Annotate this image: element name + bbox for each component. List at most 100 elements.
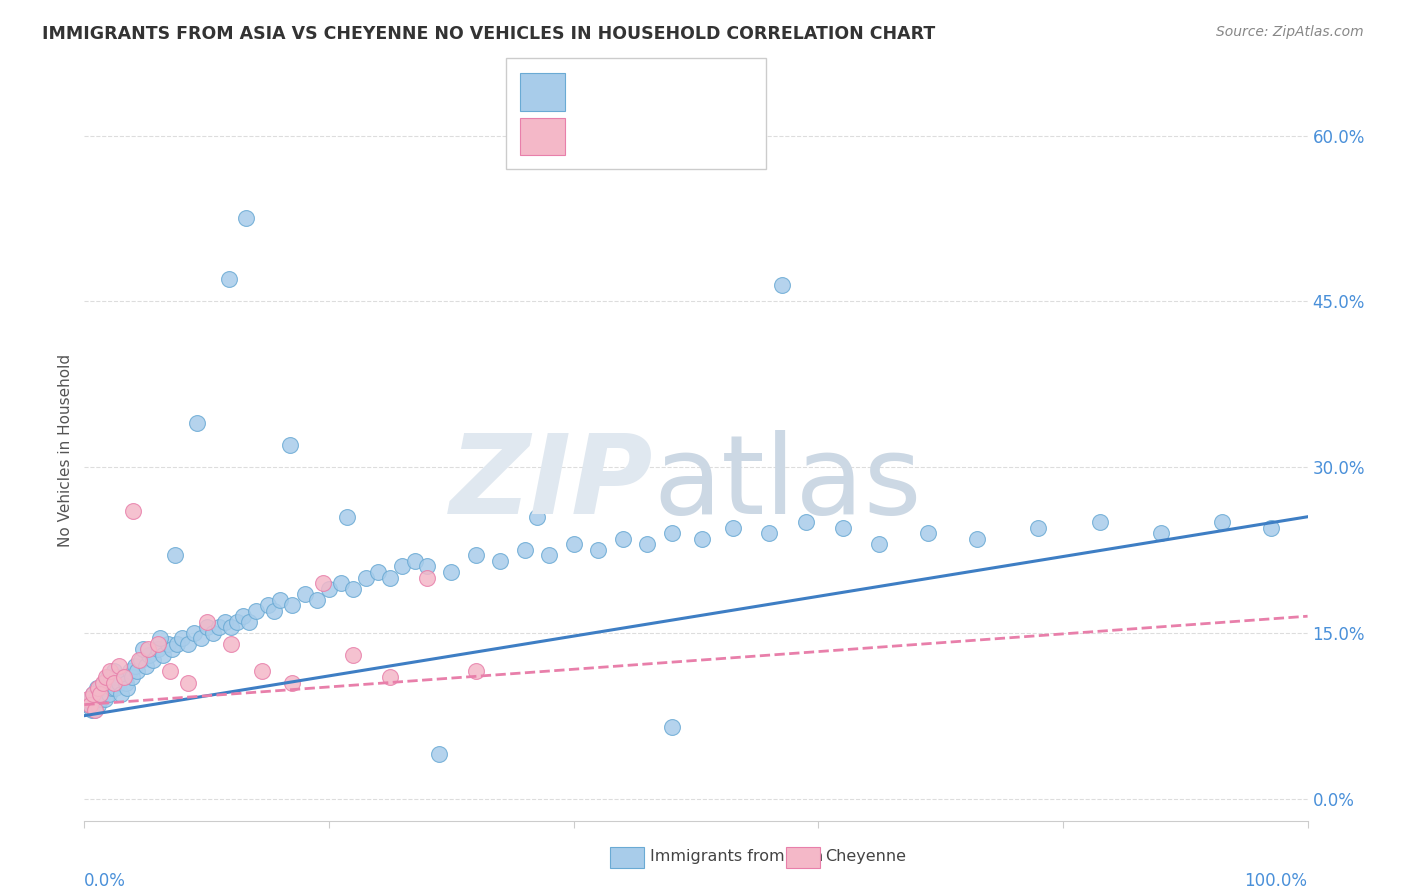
Point (177, 637, 200, 651)
Point (124, 659, 146, 673)
Point (183, 625, 205, 640)
Point (84, 692, 107, 706)
Point (96, 681, 118, 695)
Point (526, 509, 548, 524)
Point (112, 670, 135, 684)
Point (146, 642, 169, 657)
Point (122, 504, 145, 518)
Point (214, 615, 236, 629)
Point (416, 559, 439, 574)
Text: 0.0%: 0.0% (84, 872, 127, 890)
Point (77, 692, 100, 706)
Text: 100.0%: 100.0% (1244, 872, 1308, 890)
Point (367, 565, 389, 579)
Point (159, 665, 181, 679)
Y-axis label: No Vehicles in Household: No Vehicles in Household (58, 354, 73, 547)
Point (636, 537, 658, 551)
Text: N = 104: N = 104 (652, 76, 727, 94)
Point (104, 681, 127, 695)
Point (156, 637, 179, 651)
Point (278, 438, 301, 452)
Point (89, 681, 111, 695)
Point (208, 620, 231, 634)
Point (281, 598, 304, 612)
Point (91, 675, 114, 690)
Point (219, 620, 242, 634)
Point (93, 675, 115, 690)
Point (82, 687, 104, 701)
Point (172, 632, 194, 646)
Point (1211, 516, 1233, 530)
Point (110, 687, 132, 701)
Point (166, 637, 188, 651)
Point (257, 598, 280, 612)
Point (138, 648, 160, 662)
Point (195, 620, 218, 634)
Point (129, 653, 152, 667)
Point (82, 687, 104, 701)
Point (721, 521, 744, 535)
Point (115, 681, 138, 695)
Point (281, 675, 304, 690)
Point (538, 549, 561, 563)
Point (86, 681, 108, 695)
Point (105, 670, 128, 684)
Text: ZIP: ZIP (450, 430, 654, 537)
Point (226, 615, 249, 629)
Point (118, 665, 141, 679)
Point (121, 670, 143, 684)
Point (87, 698, 110, 712)
Point (136, 642, 159, 657)
Point (163, 549, 186, 563)
Point (112, 670, 135, 684)
Point (84, 703, 107, 717)
Point (513, 542, 536, 557)
Text: R = 0.290: R = 0.290 (569, 76, 659, 94)
Point (342, 648, 364, 662)
Point (391, 559, 413, 574)
Point (98, 665, 121, 679)
Text: R = 0.358: R = 0.358 (569, 120, 659, 137)
Point (132, 642, 155, 657)
Point (336, 509, 359, 524)
Point (250, 665, 273, 679)
Point (190, 632, 212, 646)
Point (330, 576, 353, 591)
Text: Source: ZipAtlas.com: Source: ZipAtlas.com (1216, 25, 1364, 39)
Point (612, 532, 634, 546)
Point (238, 615, 260, 629)
Point (235, 211, 257, 226)
Point (77, 698, 100, 712)
Point (690, 532, 713, 546)
Point (87, 687, 110, 701)
Point (186, 416, 208, 430)
Point (146, 637, 169, 651)
Point (89, 687, 111, 701)
Point (125, 665, 148, 679)
Point (440, 565, 463, 579)
Point (201, 625, 224, 640)
Point (107, 659, 129, 673)
Point (100, 670, 122, 684)
Point (562, 537, 585, 551)
Text: N =  27: N = 27 (652, 120, 721, 137)
Point (149, 632, 172, 646)
Text: IMMIGRANTS FROM ASIA VS CHEYENNE NO VEHICLES IN HOUSEHOLD CORRELATION CHART: IMMIGRANTS FROM ASIA VS CHEYENNE NO VEHI… (42, 25, 935, 43)
Point (142, 653, 165, 667)
Point (794, 516, 817, 530)
Point (90, 692, 112, 706)
Point (464, 665, 486, 679)
Point (79, 698, 101, 712)
Point (101, 681, 124, 695)
Point (269, 592, 291, 607)
Point (464, 549, 486, 563)
Point (94, 692, 117, 706)
Point (1150, 526, 1173, 541)
Point (232, 609, 254, 624)
Point (770, 277, 793, 292)
Point (97, 670, 120, 684)
Point (177, 675, 200, 690)
Point (135, 659, 157, 673)
Point (758, 526, 780, 541)
Point (1088, 516, 1111, 530)
